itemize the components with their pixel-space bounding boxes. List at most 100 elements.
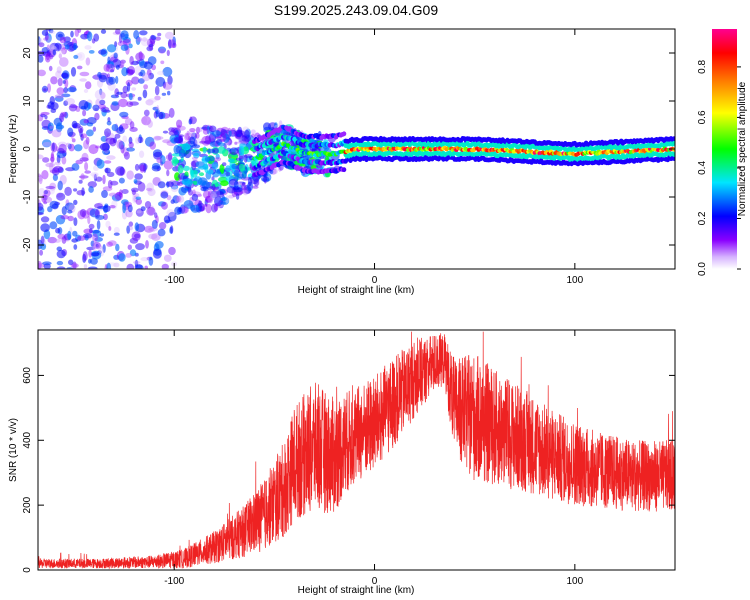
spectrogram-cell (80, 33, 89, 40)
spectrogram-cell (94, 203, 103, 209)
spectrogram-cell (154, 36, 161, 41)
spectrogram-cell (152, 248, 162, 259)
spectrogram-cell (111, 194, 122, 202)
spectrogram-cell (70, 263, 79, 268)
spectrogram-cell (97, 71, 102, 78)
spectrogram-cell (78, 175, 89, 179)
spectrogram-cell (87, 215, 91, 225)
spectrogram-cell (55, 70, 62, 79)
spectrogram-cell (73, 188, 78, 192)
spectrogram-cell (148, 40, 154, 51)
spectrogram-cell (61, 156, 67, 165)
spectrogram-cell (121, 67, 128, 77)
spectrogram-cell (160, 60, 165, 65)
spectrogram-cell (136, 37, 143, 42)
spectrogram-cell (242, 181, 245, 187)
spectrogram-cell (161, 92, 167, 96)
spectrogram-cell (129, 249, 137, 257)
spectrogram-cell (79, 71, 90, 77)
spectrogram-cell (228, 194, 235, 199)
snr-x-tick-label: 100 (566, 576, 583, 587)
spectrogram-cell (147, 98, 157, 103)
spectrogram-cell (135, 52, 145, 62)
spectrogram-cell (54, 95, 64, 102)
spectrogram-cell (128, 93, 133, 101)
spectrogram-cell (118, 98, 128, 108)
spectrogram-cell (166, 169, 170, 177)
chart-title: S199.2025.243.09.04.G09 (274, 2, 438, 18)
spectrogram-cell (191, 156, 198, 161)
spectrogram-cell (51, 167, 60, 176)
spectrogram-cell (220, 180, 229, 187)
snr-axis-ticks: -100 0 100 0 200 400 600 (22, 330, 675, 587)
spectrogram-cell (79, 78, 87, 82)
spectrogram-cell (47, 122, 54, 132)
spectrogram-cell (122, 135, 128, 143)
spectrogram-cell (166, 49, 170, 57)
spectrogram-cell (58, 143, 67, 154)
spectrogram-cell (43, 88, 47, 92)
spectrogram-cell (208, 196, 214, 204)
spectrogram-cell (212, 130, 221, 137)
spectrogram-cell (42, 142, 53, 147)
spectrogram-cell (341, 167, 347, 173)
spectrogram-cell (134, 222, 139, 232)
spectrogram-cell (121, 189, 129, 194)
spectrogram-cell (111, 199, 118, 210)
spectrogram-cell (38, 187, 46, 197)
spectrogram-cell (38, 36, 41, 45)
spectrogram-y-tick-label: -20 (22, 237, 33, 252)
spectrogram-cell (88, 258, 92, 264)
spectrogram-cell (80, 173, 85, 181)
spectrogram-cell (190, 204, 200, 213)
spectrogram-cell (57, 33, 63, 38)
spectrogram-cell (71, 138, 76, 143)
spectrogram-cell (141, 116, 148, 125)
spectrogram-cell (140, 69, 146, 77)
spectrogram-cell (115, 243, 120, 252)
spectrogram-cell (233, 176, 243, 180)
spectrogram-cell (43, 190, 49, 195)
spectrogram-cells (38, 29, 675, 269)
spectrogram-cell (147, 188, 156, 197)
spectrogram-cell (209, 125, 217, 133)
spectrogram-cell (50, 102, 59, 111)
spectrogram-cell (64, 44, 70, 50)
spectrogram-cell (100, 92, 106, 99)
spectrogram-cell (40, 216, 50, 223)
snr-y-tick-label: 200 (22, 496, 33, 513)
spectrogram-cell (108, 76, 116, 85)
spectrogram-cell (38, 42, 45, 48)
spectrogram-cell (106, 241, 113, 247)
spectrogram-cell (211, 183, 216, 192)
spectrogram-cell (126, 263, 135, 269)
spectrogram-cell (106, 120, 112, 126)
spectrogram-cell (158, 222, 167, 230)
spectrogram-cell (244, 129, 250, 139)
spectrogram-cell (191, 193, 199, 201)
spectrogram-y-tick-label: -10 (22, 189, 33, 204)
spectrogram-cell (68, 259, 74, 266)
spectrogram-cell (126, 67, 130, 74)
spectrogram-cell (250, 133, 256, 138)
spectrogram-cell (107, 44, 117, 53)
colorbar-tick-label: 0.8 (697, 60, 708, 74)
spectrogram-cell (234, 141, 238, 145)
spectrogram-cell (202, 163, 209, 170)
spectrogram-cell (138, 162, 148, 172)
spectrogram-cell (89, 228, 93, 234)
spectrogram-cell (67, 87, 77, 93)
spectrogram-cell (86, 117, 97, 125)
spectrogram-cell (262, 176, 270, 183)
spectrogram-cell (113, 232, 120, 236)
spectrogram-cell (146, 206, 156, 216)
spectrogram-cell (187, 189, 193, 196)
spectrogram-cell (198, 200, 203, 209)
spectrogram-cell (170, 225, 174, 234)
spectrogram-cell (189, 136, 195, 145)
spectrogram-cell (74, 144, 83, 152)
spectrogram-x-tick-label: 100 (566, 275, 583, 286)
spectrogram-cell (92, 126, 97, 132)
spectrogram-cell (181, 178, 191, 186)
